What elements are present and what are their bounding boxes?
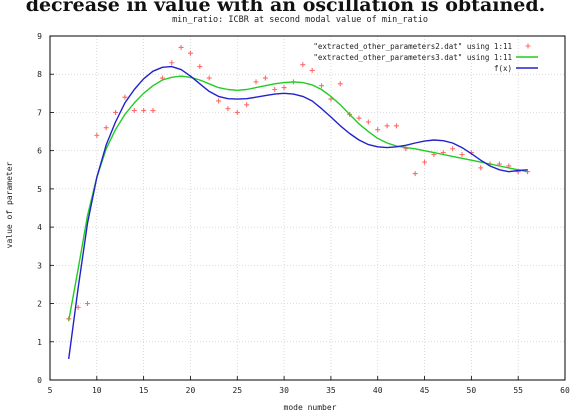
x-axis-ticks: 5 10 15 20 25 30 35 40 45 50 55 60 (48, 376, 570, 395)
y-tick-label: 8 (37, 70, 42, 79)
data-point (197, 64, 203, 70)
data-point (225, 106, 231, 112)
data-point (94, 132, 100, 138)
data-point (75, 304, 81, 310)
x-axis-label: mode number (284, 403, 337, 412)
legend: "extracted_other_parameters2.dat" using … (313, 42, 538, 73)
series-line (68, 65, 528, 360)
data-point (328, 96, 334, 102)
data-point (150, 108, 156, 114)
series-1 (66, 44, 531, 322)
y-tick-label: 2 (37, 300, 42, 309)
data-point (262, 75, 268, 81)
figure-caption: decrease in value with an oscillation is… (25, 0, 546, 16)
data-point (384, 123, 390, 129)
data-point (187, 50, 193, 56)
x-tick-label: 10 (92, 386, 102, 395)
y-tick-label: 7 (37, 108, 42, 117)
legend-label: f(x) (494, 64, 512, 73)
data-point (84, 301, 90, 307)
data-point (478, 165, 484, 171)
legend-label: "extracted_other_parameters2.dat" using … (313, 42, 512, 51)
data-point (356, 115, 362, 121)
series-3 (68, 65, 528, 360)
data-point (244, 102, 250, 108)
y-tick-label: 3 (37, 261, 42, 270)
data-point (422, 159, 428, 165)
legend-marker (525, 43, 531, 49)
x-tick-label: 25 (232, 386, 242, 395)
x-tick-label: 5 (48, 386, 53, 395)
x-tick-label: 55 (513, 386, 523, 395)
x-tick-label: 20 (186, 386, 196, 395)
data-point (141, 108, 147, 114)
x-tick-label: 15 (139, 386, 149, 395)
data-point (319, 83, 325, 89)
y-tick-label: 4 (37, 223, 42, 232)
x-tick-label: 30 (279, 386, 289, 395)
x-tick-label: 35 (326, 386, 336, 395)
data-point (300, 62, 306, 68)
x-tick-label: 50 (467, 386, 477, 395)
data-point (337, 81, 343, 87)
data-point (309, 67, 315, 73)
data-point (131, 108, 137, 114)
data-point (375, 127, 381, 133)
data-point (393, 123, 399, 129)
series-line (68, 75, 528, 321)
data-point (234, 109, 240, 115)
chart-title: min_ratio: ICBR at second modal value of… (172, 15, 428, 25)
y-tick-label: 0 (37, 376, 42, 385)
data-point (216, 98, 222, 104)
data-point (169, 60, 175, 66)
series-layer (66, 44, 531, 360)
y-axis-label: value of parameter (5, 161, 14, 248)
plot-frame (49, 35, 566, 381)
y-tick-label: 6 (37, 147, 42, 156)
data-point (281, 85, 287, 91)
data-point (103, 125, 109, 131)
y-tick-label: 5 (37, 185, 42, 194)
data-point (206, 75, 212, 81)
x-tick-label: 40 (373, 386, 383, 395)
data-point (272, 87, 278, 93)
y-tick-label: 1 (37, 338, 42, 347)
data-point (412, 171, 418, 177)
chart-grid (49, 35, 566, 381)
data-point (178, 44, 184, 50)
x-tick-label: 60 (560, 386, 570, 395)
y-tick-label: 9 (37, 32, 42, 41)
series-2 (68, 75, 528, 321)
data-point (450, 146, 456, 152)
legend-label: "extracted_other_parameters3.dat" using … (313, 53, 512, 62)
data-point (122, 94, 128, 100)
data-point (253, 79, 259, 85)
y-axis-ticks: 0 1 2 3 4 5 6 7 8 9 (37, 32, 54, 385)
data-point (365, 119, 371, 125)
data-point (113, 109, 119, 115)
data-point (459, 151, 465, 157)
x-tick-label: 45 (420, 386, 430, 395)
